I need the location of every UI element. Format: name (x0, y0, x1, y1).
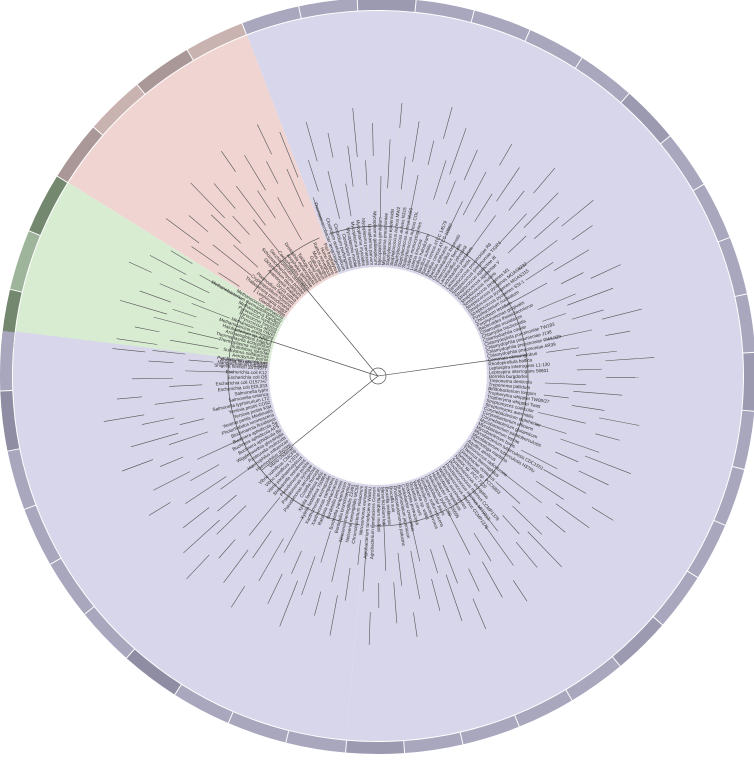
leaf-label: Escherichia coli O6 (228, 375, 268, 380)
leaf-label: Sinorhizobium meliloti (376, 487, 381, 532)
ring-segment (0, 331, 15, 391)
ring-segment (346, 741, 404, 754)
ring-segment (358, 0, 416, 12)
ring-segment (742, 353, 754, 411)
